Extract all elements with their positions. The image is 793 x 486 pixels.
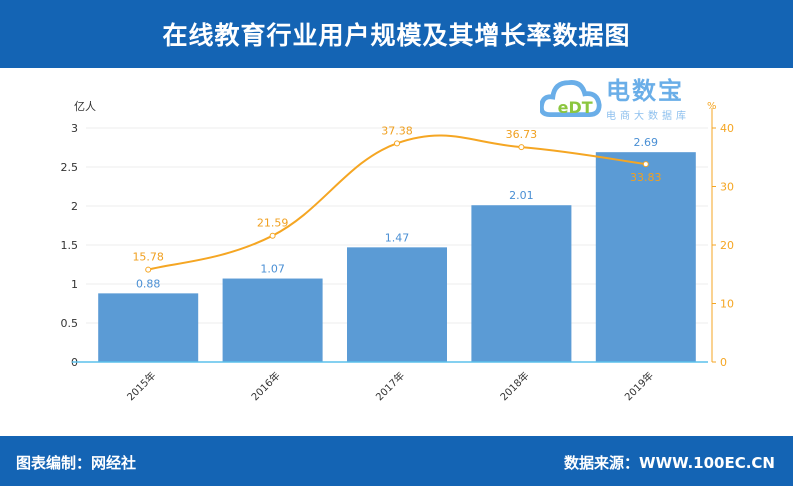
bar-data-label: 0.88 <box>136 277 161 290</box>
left-tick-label: 3 <box>71 122 78 135</box>
x-tick-label: 2016年 <box>248 369 282 403</box>
chart: 00.511.522.53亿人010203040%0.881.071.472.0… <box>61 100 735 403</box>
header-title: 在线教育行业用户规模及其增长率数据图 <box>0 0 793 68</box>
right-tick-label: 20 <box>720 239 734 252</box>
line-point <box>518 144 525 151</box>
right-tick-label: 10 <box>720 298 734 311</box>
footer-credit: 图表编制：网经社 <box>16 454 137 472</box>
bar <box>98 293 199 362</box>
footer-source: 数据来源：WWW.100EC.CN <box>564 454 775 472</box>
right-tick-label: 0 <box>720 356 727 369</box>
line-data-label: 21.59 <box>257 217 289 230</box>
line-data-label: 36.73 <box>506 128 538 141</box>
line-data-label: 15.78 <box>132 251 164 264</box>
line-data-label: 33.83 <box>630 171 662 184</box>
bar <box>347 247 447 362</box>
x-tick-label: 2015年 <box>124 369 158 403</box>
left-tick-label: 1 <box>71 278 78 291</box>
right-axis-label: % <box>707 101 717 112</box>
line-point <box>269 232 276 239</box>
line-point <box>145 266 152 273</box>
cloud-logo-icon: eDT <box>540 80 602 117</box>
logo: eDT 电数宝 电商大数据库 <box>540 71 700 125</box>
bar <box>471 205 572 362</box>
line-point <box>642 161 649 168</box>
logo-name: 电数宝 <box>606 77 684 105</box>
x-tick-label: 2018年 <box>497 369 531 403</box>
bar <box>595 152 696 362</box>
left-axis-label: 亿人 <box>74 100 96 113</box>
bar-data-label: 1.07 <box>260 263 285 276</box>
right-tick-label: 40 <box>720 122 734 135</box>
left-tick-label: 1.5 <box>61 239 79 252</box>
left-tick-label: 0.5 <box>61 317 79 330</box>
left-tick-label: 2 <box>71 200 78 213</box>
bar-data-label: 2.01 <box>509 189 534 202</box>
left-tick-label: 2.5 <box>61 161 79 174</box>
bar-data-label: 1.47 <box>385 231 410 244</box>
bar-data-label: 2.69 <box>634 136 659 149</box>
x-tick-label: 2019年 <box>622 369 656 403</box>
svg-text:eDT: eDT <box>558 98 593 117</box>
line-data-label: 37.38 <box>381 124 413 137</box>
logo-tagline: 电商大数据库 <box>606 111 690 122</box>
bar <box>222 278 323 362</box>
footer: 图表编制：网经社 数据来源：WWW.100EC.CN <box>0 436 793 486</box>
line-point <box>394 140 400 147</box>
x-tick-label: 2017年 <box>373 369 407 403</box>
right-tick-label: 30 <box>720 181 734 194</box>
